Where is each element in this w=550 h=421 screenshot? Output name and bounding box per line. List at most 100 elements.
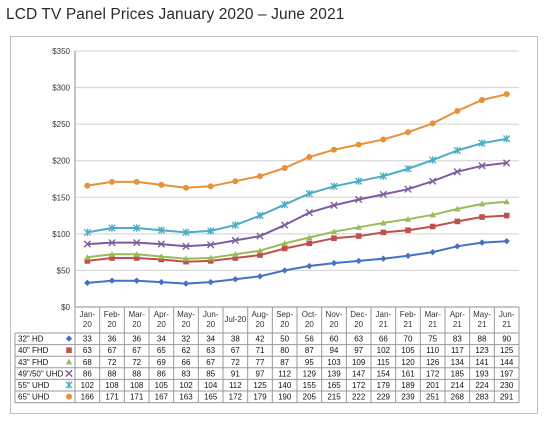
data-label: 103 — [327, 358, 341, 367]
data-point — [132, 238, 141, 247]
legend-row-label: 55" UHD — [18, 381, 50, 390]
series-line — [87, 214, 507, 263]
data-point — [83, 240, 92, 248]
data-point — [503, 91, 510, 98]
data-label: 112 — [278, 369, 291, 378]
data-point — [306, 154, 313, 161]
data-point — [478, 239, 486, 246]
data-point — [454, 107, 461, 114]
data-point — [478, 139, 486, 147]
data-label: 205 — [303, 393, 317, 402]
x-tick-label: 20 — [83, 320, 92, 329]
data-label: 140 — [278, 381, 292, 390]
data-label: 165 — [204, 393, 218, 402]
data-point — [404, 185, 412, 193]
x-tick-label: Feb- — [400, 310, 417, 319]
data-point — [182, 242, 190, 250]
data-point — [429, 223, 436, 230]
legend-row-label: 40" FHD — [18, 346, 49, 355]
y-tick-label: $0 — [61, 303, 70, 312]
data-label: 154 — [377, 369, 391, 378]
y-axis: $0 $50 $100 $150 $200 $250 $300 $350 — [52, 47, 76, 312]
data-label: 163 — [179, 393, 193, 402]
data-label: 283 — [475, 393, 489, 402]
data-point — [453, 167, 462, 176]
data-label: 62 — [182, 346, 191, 355]
data-label: 190 — [278, 393, 292, 402]
data-label: 230 — [500, 381, 514, 390]
data-label: 33 — [83, 335, 92, 344]
series-2 — [84, 212, 510, 265]
x-tick-label: 21 — [379, 320, 388, 329]
data-label: 123 — [475, 346, 489, 355]
data-point — [281, 267, 288, 274]
line-chart: $0$50$100$150$200$250$300$350 Jan-20Feb-… — [14, 47, 520, 404]
data-label: 77 — [256, 358, 265, 367]
y-tick-label: $300 — [52, 84, 70, 93]
data-label: 147 — [352, 369, 366, 378]
series-3 — [84, 198, 510, 262]
x-tick-label: Jul-20 — [224, 315, 246, 324]
data-label: 72 — [132, 358, 141, 367]
data-label: 34 — [157, 335, 166, 344]
data-point — [478, 162, 486, 170]
series-line — [87, 161, 507, 248]
data-label: 80 — [280, 346, 289, 355]
page-title: LCD TV Panel Prices January 2020 – June … — [6, 6, 345, 23]
data-point — [305, 189, 313, 198]
data-label: 86 — [83, 369, 92, 378]
x-tick-label: Jun- — [499, 310, 515, 319]
data-point — [405, 129, 411, 136]
data-label: 102 — [81, 381, 95, 390]
data-point — [331, 235, 337, 242]
data-label: 193 — [475, 369, 489, 378]
data-label: 117 — [451, 346, 464, 355]
data-label: 63 — [206, 346, 215, 355]
data-label: 112 — [229, 381, 242, 390]
x-tick-label: Apr- — [154, 310, 169, 319]
data-label: 125 — [253, 381, 267, 390]
data-point — [478, 200, 486, 207]
data-point — [306, 234, 313, 241]
data-point — [502, 159, 511, 167]
data-point — [379, 190, 388, 199]
data-point — [454, 205, 461, 212]
data-point — [404, 165, 412, 173]
data-label: 172 — [352, 381, 366, 390]
data-label: 67 — [108, 346, 117, 355]
series-lines — [83, 91, 511, 287]
data-point — [84, 254, 91, 260]
data-point — [207, 254, 214, 261]
data-point — [429, 120, 436, 127]
x-tick-label: 21 — [453, 320, 462, 329]
data-label: 115 — [377, 358, 390, 367]
data-point — [404, 252, 412, 259]
data-point — [183, 184, 189, 191]
data-label: 60 — [330, 335, 339, 344]
x-tick-label: 20 — [305, 320, 314, 329]
x-tick-label: Feb- — [104, 310, 121, 319]
x-tick-label: Mar- — [424, 310, 441, 319]
x-tick-label: Jun- — [203, 310, 219, 319]
data-point — [133, 277, 140, 284]
data-label: 36 — [132, 335, 141, 344]
data-point — [429, 156, 437, 164]
series-5 — [83, 135, 511, 237]
data-point — [206, 241, 215, 249]
data-point — [158, 278, 165, 286]
data-label: 97 — [354, 346, 363, 355]
data-point — [182, 228, 190, 237]
data-label: 108 — [130, 381, 144, 390]
x-tick-label: Mar- — [128, 310, 145, 319]
data-label: 179 — [377, 381, 391, 390]
data-point — [306, 240, 313, 247]
data-label: 155 — [303, 381, 317, 390]
x-tick-label: 20 — [157, 320, 166, 329]
data-point — [158, 181, 165, 188]
series-4 — [83, 159, 511, 250]
data-label: 87 — [305, 346, 314, 355]
x-tick-label: 20 — [280, 320, 289, 329]
data-label: 214 — [451, 381, 465, 390]
data-point — [158, 253, 165, 260]
data-label: 139 — [327, 369, 341, 378]
